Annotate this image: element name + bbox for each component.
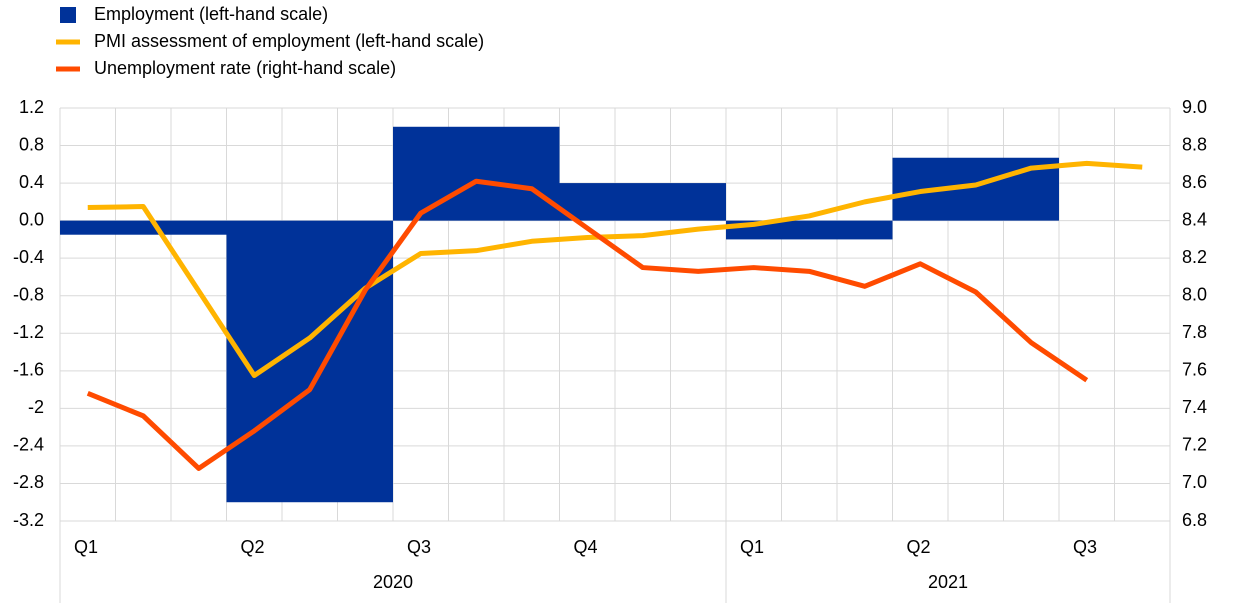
line [87,160,1143,379]
y-tick-label: -3.2 [13,510,44,530]
y2-tick-label: 6.8 [1182,510,1207,530]
bar [559,183,726,221]
y2-tick-label: 7.2 [1182,435,1207,455]
y-tick-label: -2.8 [13,472,44,492]
y2-tick-label: 7.6 [1182,360,1207,380]
y-tick-label: 0.0 [19,209,44,229]
y-tick-label: -2 [28,397,44,417]
y-tick-label: -1.2 [13,322,44,342]
y-tick-label: -1.6 [13,360,44,380]
x-tick-label: Q2 [241,537,265,557]
y2-tick-label: 9.0 [1182,97,1207,117]
y-tick-label: -0.8 [13,284,44,304]
line [86,178,1089,471]
bar [60,220,227,235]
x-tick-label: Q2 [907,537,931,557]
y-tick-label: 1.2 [19,97,44,117]
y-tick-label: 0.8 [19,134,44,154]
legend-label: Employment (left-hand scale) [94,4,328,24]
y-tick-label: -2.4 [13,435,44,455]
legend-label: PMI assessment of employment (left-hand … [94,31,484,51]
y-tick-label: -0.4 [13,247,44,267]
x-tick-label: Q1 [74,537,98,557]
x-tick-label: Q4 [574,537,598,557]
x-tick-label: Q1 [740,537,764,557]
y2-tick-label: 8.8 [1182,134,1207,154]
y-tick-label: 0.4 [19,172,44,192]
y2-tick-label: 8.6 [1182,172,1207,192]
y2-tick-label: 8.4 [1182,209,1207,229]
y2-tick-label: 7.4 [1182,397,1207,417]
bar [393,126,560,221]
y2-tick-label: 8.2 [1182,247,1207,267]
x-tick-label: Q3 [407,537,431,557]
year-label: 2020 [373,572,413,592]
bar [726,220,893,240]
y2-tick-label: 7.0 [1182,472,1207,492]
x-tick-label: Q3 [1073,537,1097,557]
y2-tick-label: 8.0 [1182,284,1207,304]
legend-swatch [60,7,76,23]
year-label: 2021 [928,572,968,592]
bar [226,220,393,503]
legend-label: Unemployment rate (right-hand scale) [94,58,396,78]
y2-tick-label: 7.8 [1182,322,1207,342]
